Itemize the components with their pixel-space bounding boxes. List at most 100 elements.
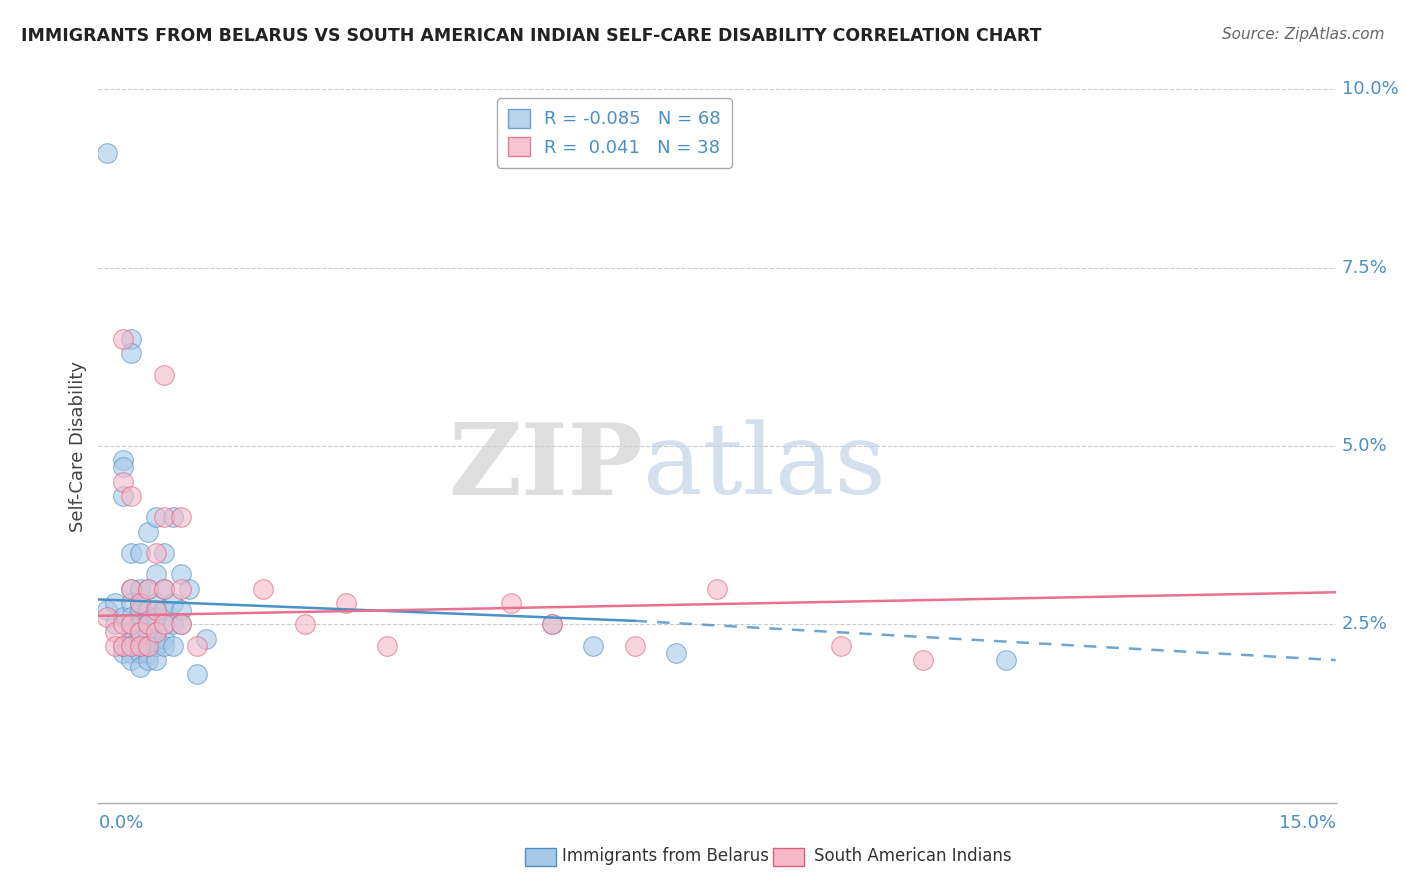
Point	[541, 617, 564, 632]
Point	[120, 332, 142, 346]
Point	[128, 624, 150, 639]
Text: 5.0%: 5.0%	[1341, 437, 1388, 455]
Point	[186, 639, 208, 653]
Point	[120, 596, 142, 610]
Point	[112, 617, 135, 632]
Point	[136, 639, 159, 653]
Point	[294, 617, 316, 632]
Point	[170, 617, 193, 632]
Point	[162, 617, 184, 632]
Point	[112, 489, 135, 503]
Point	[128, 646, 150, 660]
Point	[153, 510, 176, 524]
Text: 2.5%: 2.5%	[1341, 615, 1388, 633]
Point	[120, 346, 142, 360]
Point	[665, 646, 688, 660]
Point	[499, 596, 522, 610]
Point	[170, 603, 193, 617]
Point	[136, 582, 159, 596]
Point	[96, 603, 118, 617]
Point	[104, 596, 127, 610]
Bar	[526, 847, 557, 865]
Point	[128, 639, 150, 653]
Point	[153, 582, 176, 596]
Point	[128, 582, 150, 596]
Point	[145, 603, 167, 617]
Point	[153, 632, 176, 646]
Point	[170, 567, 193, 582]
Point	[145, 632, 167, 646]
Text: 10.0%: 10.0%	[1341, 80, 1399, 98]
Point	[153, 617, 176, 632]
Point	[136, 639, 159, 653]
Point	[104, 639, 127, 653]
Point	[120, 489, 142, 503]
Point	[136, 646, 159, 660]
Point	[162, 639, 184, 653]
Point	[830, 639, 852, 653]
Text: Immigrants from Belarus: Immigrants from Belarus	[562, 847, 769, 865]
Point	[120, 624, 142, 639]
Point	[145, 610, 167, 624]
Point	[541, 617, 564, 632]
Point	[582, 639, 605, 653]
Point	[145, 510, 167, 524]
Point	[104, 624, 127, 639]
Point	[145, 624, 167, 639]
Bar	[773, 847, 804, 865]
Point	[120, 639, 142, 653]
Point	[994, 653, 1017, 667]
Point	[623, 639, 645, 653]
Text: IMMIGRANTS FROM BELARUS VS SOUTH AMERICAN INDIAN SELF-CARE DISABILITY CORRELATIO: IMMIGRANTS FROM BELARUS VS SOUTH AMERICA…	[21, 27, 1042, 45]
Point	[170, 617, 193, 632]
Point	[179, 582, 201, 596]
Point	[112, 639, 135, 653]
Point	[136, 617, 159, 632]
Point	[120, 582, 142, 596]
Point	[170, 510, 193, 524]
Point	[153, 546, 176, 560]
Point	[136, 653, 159, 667]
Point	[136, 582, 159, 596]
Point	[112, 646, 135, 660]
Point	[104, 617, 127, 632]
Text: atlas: atlas	[643, 419, 886, 516]
Text: 0.0%: 0.0%	[98, 814, 143, 831]
Point	[186, 667, 208, 681]
Point	[120, 617, 142, 632]
Point	[706, 582, 728, 596]
Text: ZIP: ZIP	[449, 419, 643, 516]
Point	[128, 660, 150, 674]
Point	[112, 610, 135, 624]
Point	[153, 582, 176, 596]
Point	[162, 510, 184, 524]
Point	[128, 596, 150, 610]
Point	[912, 653, 935, 667]
Text: 7.5%: 7.5%	[1341, 259, 1388, 277]
Point	[145, 624, 167, 639]
Point	[128, 632, 150, 646]
Point	[128, 617, 150, 632]
Point	[120, 582, 142, 596]
Point	[96, 610, 118, 624]
Point	[252, 582, 274, 596]
Point	[112, 460, 135, 475]
Point	[128, 546, 150, 560]
Point	[120, 546, 142, 560]
Point	[136, 603, 159, 617]
Point	[128, 639, 150, 653]
Point	[120, 646, 142, 660]
Point	[170, 582, 193, 596]
Point	[145, 653, 167, 667]
Point	[96, 146, 118, 161]
Point	[112, 475, 135, 489]
Point	[136, 524, 159, 539]
Point	[136, 617, 159, 632]
Point	[136, 624, 159, 639]
Point	[375, 639, 398, 653]
Point	[120, 610, 142, 624]
Point	[112, 332, 135, 346]
Point	[128, 624, 150, 639]
Text: 15.0%: 15.0%	[1278, 814, 1336, 831]
Point	[153, 603, 176, 617]
